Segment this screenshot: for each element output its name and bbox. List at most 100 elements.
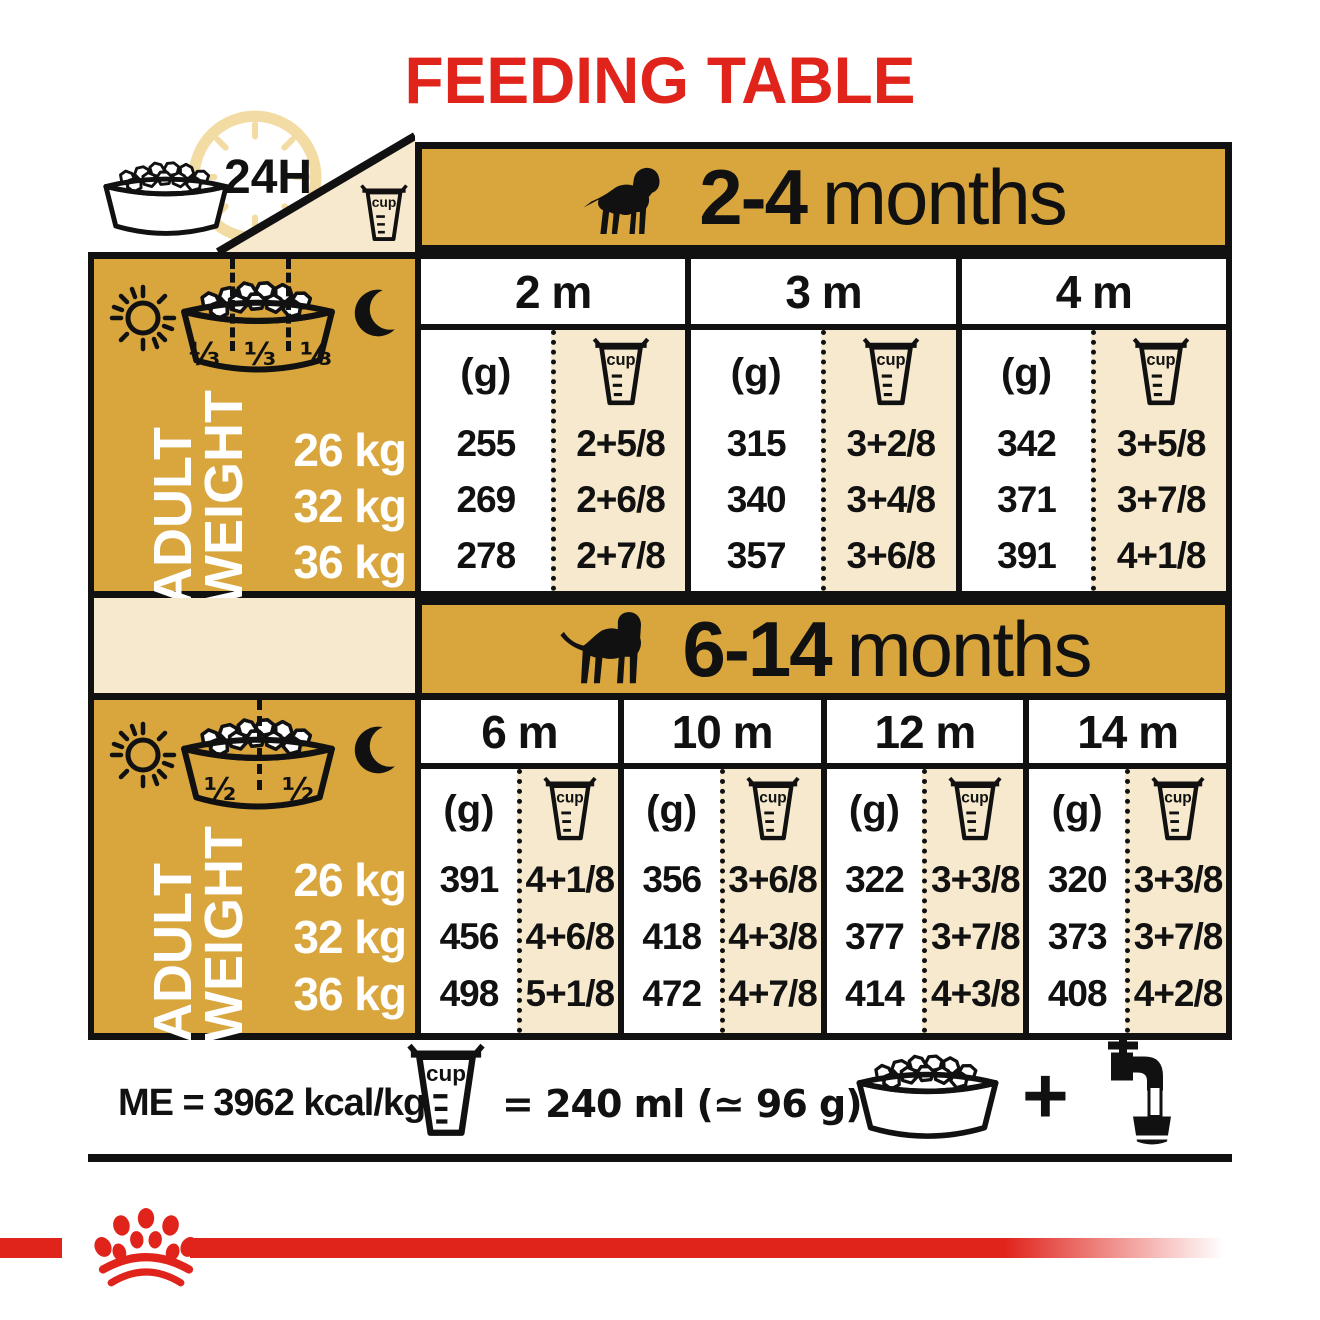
grams-cell: 472 <box>642 972 702 1014</box>
cup-measure-icon <box>946 774 1004 846</box>
footer-bar <box>190 1238 1234 1258</box>
cream-triangle <box>215 132 415 252</box>
water-tap-icon <box>1075 1032 1175 1152</box>
month-column: 4 m (g) 342 371 391 3+5/8 3+7/8 4+1/8 <box>961 259 1226 591</box>
adult-weight-line1: ADULT <box>142 427 203 606</box>
month-header: 6 m <box>421 700 618 769</box>
month-header: 14 m <box>1029 700 1226 769</box>
month-column: 10 m (g) 356 418 472 3+6/8 4+3/8 4+7/8 <box>623 700 827 1033</box>
grams-cell: 391 <box>997 535 1057 576</box>
grams-cell: 320 <box>1047 858 1108 900</box>
grams-cell: 340 <box>726 479 787 520</box>
weight-label: 36 kg <box>293 536 407 588</box>
cups-cell: 2+5/8 <box>576 423 666 464</box>
age-unit: months <box>821 152 1068 241</box>
weight-label: 32 kg <box>293 480 407 532</box>
plus-sign: + <box>1022 1051 1069 1140</box>
portion-divider <box>286 259 291 351</box>
sun-icon <box>108 720 178 790</box>
cups-cell: 2+6/8 <box>576 479 666 520</box>
weight-label: 26 kg <box>293 424 407 476</box>
weight-label: 32 kg <box>293 911 407 963</box>
cups-cell: 4+3/8 <box>728 915 818 957</box>
bowl-kibble-icon <box>96 148 236 248</box>
grams-label: (g) <box>646 787 698 832</box>
grams-cell: 377 <box>845 915 905 957</box>
cup-measure-icon <box>1149 774 1207 846</box>
adult-weight-line2: WEIGHT <box>194 390 254 606</box>
month-header: 3 m <box>691 259 956 330</box>
month-column: 3 m (g) 315 340 357 3+2/8 3+4/8 3+6/8 <box>691 259 962 591</box>
adult-dog-icon <box>557 606 653 692</box>
portion-label: ⅓ <box>243 337 277 373</box>
grams-cell: 255 <box>456 423 516 464</box>
cups-cell: 3+7/8 <box>1133 915 1224 957</box>
cup-measure-icon <box>590 335 652 411</box>
moon-icon <box>352 285 408 341</box>
puppy-icon <box>581 156 669 238</box>
cups-cell: 4+2/8 <box>1133 972 1224 1014</box>
cups-cell: 4+6/8 <box>525 915 616 957</box>
footer-bar <box>0 1238 62 1258</box>
section-header-2-4-months: 2-4 months <box>415 142 1232 252</box>
cups-cell: 4+3/8 <box>931 972 1021 1014</box>
weight-label: 36 kg <box>293 968 407 1020</box>
grams-label: (g) <box>730 350 782 395</box>
me-label: ME = 3962 kcal/kg <box>118 1082 426 1124</box>
cup-measure-icon <box>541 774 599 846</box>
grams-cell: 269 <box>456 479 516 520</box>
grams-label: (g) <box>1000 350 1053 395</box>
weight-label: 26 kg <box>293 854 407 906</box>
month-column: 2 m (g) 255 269 278 2+5/8 2+6/8 2+7/8 <box>421 259 692 591</box>
grams-cell: 357 <box>726 535 787 576</box>
grams-cell: 356 <box>642 858 702 900</box>
month-header: 2 m <box>421 259 686 330</box>
grams-label: (g) <box>1051 787 1103 832</box>
cup-measure-icon <box>1130 335 1192 411</box>
grams-label: (g) <box>848 787 900 832</box>
adult-weight-line2: WEIGHT <box>194 826 254 1042</box>
divider-line <box>88 1154 1232 1162</box>
cup-measure-icon <box>744 774 802 846</box>
portion-label: ½ <box>281 772 315 808</box>
spacer-block <box>88 598 415 700</box>
month-column: 12 m (g) 322 377 414 3+3/8 3+7/8 4+3/8 <box>826 700 1030 1033</box>
cups-cell: 3+3/8 <box>1133 858 1224 900</box>
cup-icon <box>358 182 410 246</box>
page-title: FEEDING TABLE <box>404 43 916 117</box>
cup-icon <box>398 1040 494 1144</box>
cups-cell: 3+7/8 <box>931 915 1021 957</box>
grams-cell: 498 <box>439 972 500 1014</box>
month-column: 6 m (g) 391 456 498 4+1/8 4+6/8 5+1/8 <box>421 700 624 1033</box>
portion-label: ⅓ <box>187 337 221 373</box>
cups-cell: 3+6/8 <box>728 858 818 900</box>
section2-table: 6 m (g) 391 456 498 4+1/8 4+6/8 5+1/8 10… <box>415 700 1232 1040</box>
royal-canin-crown-logo <box>88 1206 204 1292</box>
grams-cell: 371 <box>997 479 1057 520</box>
adult-weight-label: ADULT WEIGHT <box>124 372 274 606</box>
cups-cell: 4+1/8 <box>1116 535 1207 576</box>
month-header: 10 m <box>623 700 821 769</box>
food-bowl-icon <box>835 1040 1020 1152</box>
portion-label: ½ <box>203 772 237 808</box>
header-left-zone: 24H <box>88 106 415 252</box>
cup-measure-icon <box>860 335 922 411</box>
portion-label: ⅓ <box>299 337 333 373</box>
cups-cell: 3+5/8 <box>1116 423 1207 464</box>
section-header-6-14-months: 6-14 months <box>415 598 1232 700</box>
grams-cell: 315 <box>726 423 787 464</box>
section1-left-panel: ⅓ ⅓ ⅓ ADULT WEIGHT 26 kg 32 kg 36 kg <box>88 252 415 606</box>
cups-cell: 3+3/8 <box>931 858 1021 900</box>
cups-cell: 3+6/8 <box>846 535 937 576</box>
grams-cell: 342 <box>997 423 1057 464</box>
grams-cell: 456 <box>439 915 500 957</box>
month-header: 12 m <box>826 700 1024 769</box>
grams-cell: 418 <box>642 915 702 957</box>
age-range: 6-14 <box>682 604 833 693</box>
cup-equivalence: = 240 ml (≃ 96 g) <box>502 1082 863 1126</box>
section2-left-panel: ½ ½ ADULT WEIGHT 26 kg 32 kg 36 kg <box>88 700 415 1042</box>
month-column: 14 m (g) 320 373 408 3+3/8 3+7/8 4+2/8 <box>1029 700 1226 1033</box>
grams-cell: 391 <box>439 858 500 900</box>
hours-label: 24H <box>224 151 313 204</box>
portion-divider <box>230 259 235 351</box>
